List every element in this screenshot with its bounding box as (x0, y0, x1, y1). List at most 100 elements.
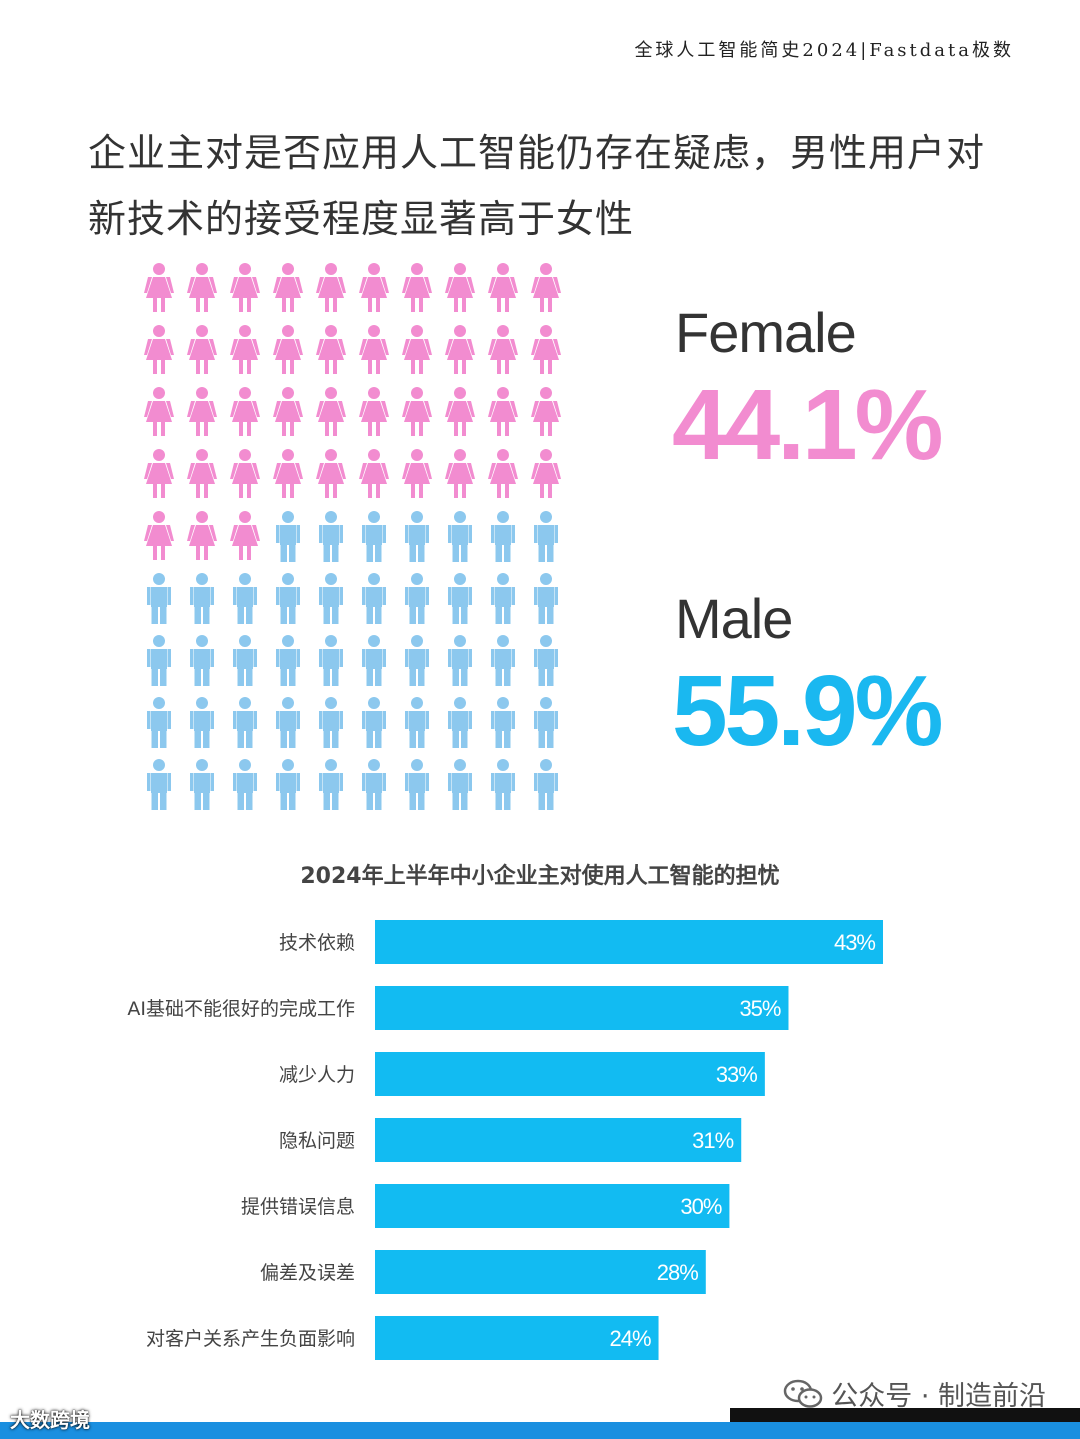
value-label: 24% (609, 1326, 650, 1351)
female-label: Female (675, 301, 857, 364)
male-person-icon (276, 635, 300, 686)
male-person-icon (491, 511, 515, 562)
value-label: 28% (657, 1260, 698, 1285)
male-person-icon (405, 697, 429, 748)
female-person-icon (488, 387, 518, 436)
male-person-icon (190, 635, 214, 686)
female-person-icon (273, 449, 303, 498)
male-person-icon (405, 635, 429, 686)
male-person-icon (491, 697, 515, 748)
bar-4 (375, 1184, 730, 1228)
female-person-icon (445, 387, 475, 436)
male-person-icon (362, 759, 386, 810)
male-person-icon (491, 635, 515, 686)
female-person-icon (187, 449, 217, 498)
male-person-icon (534, 511, 558, 562)
male-person-icon (233, 759, 257, 810)
male-person-icon (534, 697, 558, 748)
male-person-icon (362, 635, 386, 686)
male-person-icon (190, 697, 214, 748)
value-label: 31% (692, 1128, 733, 1153)
value-label: 43% (834, 930, 875, 955)
bar-2 (375, 1052, 765, 1096)
female-person-icon (187, 325, 217, 374)
value-label: 30% (680, 1194, 721, 1219)
female-person-icon (187, 387, 217, 436)
male-person-icon (491, 573, 515, 624)
female-person-icon (187, 263, 217, 312)
female-person-icon (359, 449, 389, 498)
female-person-icon (316, 449, 346, 498)
female-person-icon (445, 449, 475, 498)
female-person-icon (230, 325, 260, 374)
male-person-icon (362, 697, 386, 748)
page-title: 企业主对是否应用人工智能仍存在疑虑，男性用户对新技术的接受程度显著高于女性 (88, 131, 986, 241)
male-person-icon (319, 697, 343, 748)
female-person-icon (488, 263, 518, 312)
female-person-icon (230, 449, 260, 498)
report-header: 全球人工智能简史2024|Fastdata极数 (634, 40, 1014, 61)
male-person-icon (276, 573, 300, 624)
male-person-icon (362, 573, 386, 624)
male-person-icon (491, 759, 515, 810)
concerns-bar-chart: 技术依赖 43% AI基础不能很好的完成工作 35% 减少人力 33% 隐私问题 31% 提供错… (127, 920, 883, 1360)
category-label: 对客户关系产生负面影响 (146, 1328, 355, 1350)
female-person-icon (144, 325, 174, 374)
footer-logo: 大数跨境 (10, 1408, 90, 1432)
male-person-icon (319, 573, 343, 624)
male-person-icon (233, 573, 257, 624)
footer-black-strip (730, 1408, 1080, 1422)
bar-0 (375, 920, 883, 964)
female-person-icon (359, 263, 389, 312)
female-person-icon (402, 263, 432, 312)
female-person-icon (531, 263, 561, 312)
male-person-icon (276, 697, 300, 748)
bar-5 (375, 1250, 706, 1294)
female-person-icon (531, 387, 561, 436)
bar-chart-title: 2024年上半年中小企业主对使用人工智能的担忧 (300, 864, 780, 889)
female-person-icon (359, 387, 389, 436)
male-person-icon (147, 635, 171, 686)
female-person-icon (445, 325, 475, 374)
male-person-icon (276, 759, 300, 810)
male-person-icon (190, 759, 214, 810)
female-person-icon (187, 511, 217, 560)
female-person-icon (316, 387, 346, 436)
category-label: 隐私问题 (279, 1130, 355, 1152)
female-person-icon (488, 325, 518, 374)
female-person-icon (144, 511, 174, 560)
male-value: 55.9% (672, 655, 944, 767)
male-person-icon (319, 635, 343, 686)
female-value: 44.1% (672, 369, 944, 481)
footer-blue-bar (0, 1422, 1080, 1439)
female-person-icon (230, 263, 260, 312)
male-person-icon (448, 635, 472, 686)
gender-icon-grid (144, 263, 561, 810)
male-person-icon (405, 759, 429, 810)
value-label: 35% (739, 996, 780, 1021)
male-person-icon (190, 573, 214, 624)
female-person-icon (531, 449, 561, 498)
category-label: 技术依赖 (279, 932, 355, 954)
category-label: AI基础不能很好的完成工作 (127, 998, 355, 1020)
female-person-icon (273, 325, 303, 374)
male-person-icon (405, 573, 429, 624)
female-person-icon (445, 263, 475, 312)
female-person-icon (144, 449, 174, 498)
male-person-icon (319, 759, 343, 810)
wechat-account-name: 公众号 · 制造前沿 (831, 1381, 1046, 1412)
female-person-icon (144, 263, 174, 312)
male-person-icon (147, 759, 171, 810)
male-person-icon (362, 511, 386, 562)
male-person-icon (233, 635, 257, 686)
female-person-icon (273, 263, 303, 312)
male-person-icon (405, 511, 429, 562)
bar-1 (375, 986, 789, 1030)
male-person-icon (147, 573, 171, 624)
male-person-icon (276, 511, 300, 562)
female-person-icon (488, 449, 518, 498)
male-person-icon (147, 697, 171, 748)
wechat-footer: 公众号 · 制造前沿 (783, 1374, 1046, 1413)
category-label: 减少人力 (279, 1064, 355, 1086)
female-person-icon (273, 387, 303, 436)
